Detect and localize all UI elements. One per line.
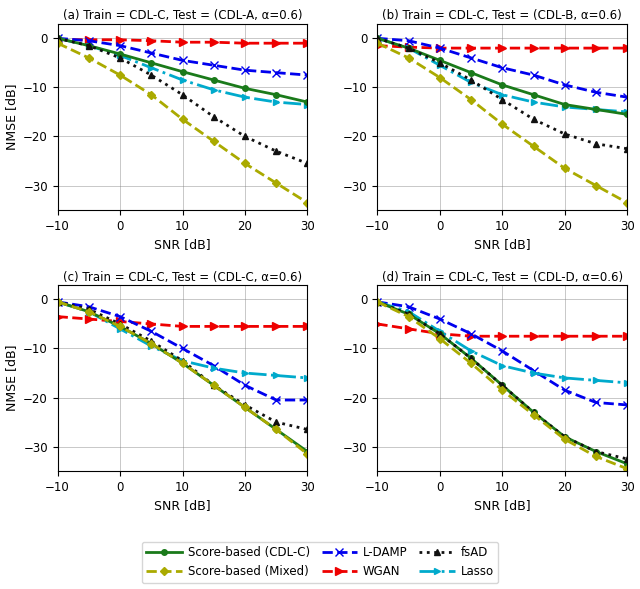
Title: (a) Train = CDL-C, Test = (CDL-A, α=0.6): (a) Train = CDL-C, Test = (CDL-A, α=0.6) xyxy=(63,9,302,22)
Legend: Score-based (CDL-C), Score-based (Mixed), L-DAMP, WGAN, fsAD, Lasso: Score-based (CDL-C), Score-based (Mixed)… xyxy=(141,542,499,583)
Title: (b) Train = CDL-C, Test = (CDL-B, α=0.6): (b) Train = CDL-C, Test = (CDL-B, α=0.6) xyxy=(383,9,622,22)
X-axis label: SNR [dB]: SNR [dB] xyxy=(154,499,211,512)
Y-axis label: NMSE [dB]: NMSE [dB] xyxy=(4,345,17,411)
X-axis label: SNR [dB]: SNR [dB] xyxy=(154,239,211,252)
X-axis label: SNR [dB]: SNR [dB] xyxy=(474,239,531,252)
Y-axis label: NMSE [dB]: NMSE [dB] xyxy=(4,84,17,150)
Title: (d) Train = CDL-C, Test = (CDL-D, α=0.6): (d) Train = CDL-C, Test = (CDL-D, α=0.6) xyxy=(381,270,623,283)
X-axis label: SNR [dB]: SNR [dB] xyxy=(474,499,531,512)
Title: (c) Train = CDL-C, Test = (CDL-C, α=0.6): (c) Train = CDL-C, Test = (CDL-C, α=0.6) xyxy=(63,270,302,283)
